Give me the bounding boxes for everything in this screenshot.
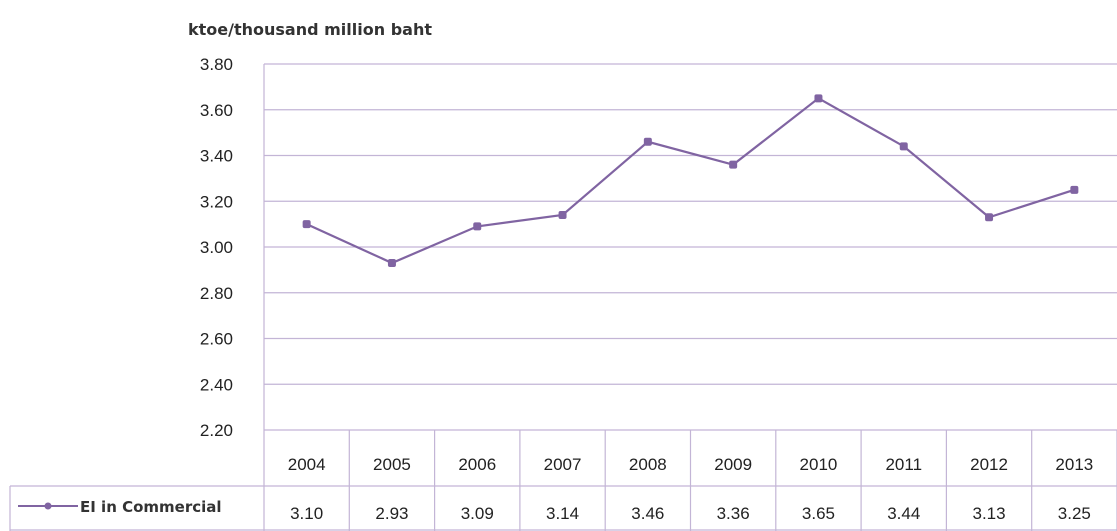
series-line xyxy=(306,96,1075,265)
data-table-value: 3.09 xyxy=(461,504,494,523)
data-point xyxy=(473,222,482,231)
x-category-label: 2012 xyxy=(970,455,1008,474)
legend-point-marker xyxy=(44,502,52,510)
data-point xyxy=(1070,185,1079,194)
data-point xyxy=(302,220,311,229)
y-tick-label: 3.00 xyxy=(200,238,233,257)
data-table-value: 2.93 xyxy=(375,504,408,523)
x-category-label: 2013 xyxy=(1055,455,1093,474)
y-tick-label: 2.60 xyxy=(200,330,233,349)
data-table-value: 3.10 xyxy=(290,504,323,523)
x-category-label: 2007 xyxy=(544,455,582,474)
data-table-value: 3.25 xyxy=(1058,504,1091,523)
y-tick-label: 2.20 xyxy=(200,421,233,440)
x-category-label: 2005 xyxy=(373,455,411,474)
data-point xyxy=(643,137,652,146)
x-category-label: 2004 xyxy=(288,455,326,474)
data-point xyxy=(558,210,567,219)
x-category-label: 2011 xyxy=(885,455,922,474)
data-table-value: 3.65 xyxy=(802,504,835,523)
y-axis-ticks: 3.80 3.60 3.40 3.20 3.00 2.80 2.60 2.40 2.20 xyxy=(200,55,233,440)
y-axis-label: ktoe/thousand million baht xyxy=(188,20,432,39)
x-category-label: 2010 xyxy=(800,455,838,474)
series-ei-in-commercial xyxy=(302,94,1079,268)
legend: EI in Commercial xyxy=(18,498,222,516)
data-table-value: 3.36 xyxy=(717,504,750,523)
data-point xyxy=(985,213,994,222)
x-category-label: 2009 xyxy=(714,455,752,474)
y-tick-label: 3.20 xyxy=(200,192,233,211)
data-point xyxy=(814,94,823,103)
data-table: 2004 2005 2006 2007 2008 2009 2010 2011 2012 2013… xyxy=(9,430,1117,531)
x-category-label: 2006 xyxy=(458,455,496,474)
data-point xyxy=(729,160,738,169)
legend-series-label: EI in Commercial xyxy=(80,498,222,516)
y-tick-label: 3.80 xyxy=(200,55,233,74)
x-category-label: 2008 xyxy=(629,455,667,474)
data-point xyxy=(387,259,396,268)
y-tick-label: 3.60 xyxy=(200,101,233,120)
y-tick-label: 2.80 xyxy=(200,284,233,303)
data-table-value: 3.44 xyxy=(887,504,920,523)
data-table-value: 3.14 xyxy=(546,504,579,523)
data-table-value: 3.13 xyxy=(973,504,1006,523)
data-point xyxy=(899,142,908,151)
y-tick-label: 3.40 xyxy=(200,147,233,166)
data-table-value: 3.46 xyxy=(631,504,664,523)
y-tick-label: 2.40 xyxy=(200,375,233,394)
